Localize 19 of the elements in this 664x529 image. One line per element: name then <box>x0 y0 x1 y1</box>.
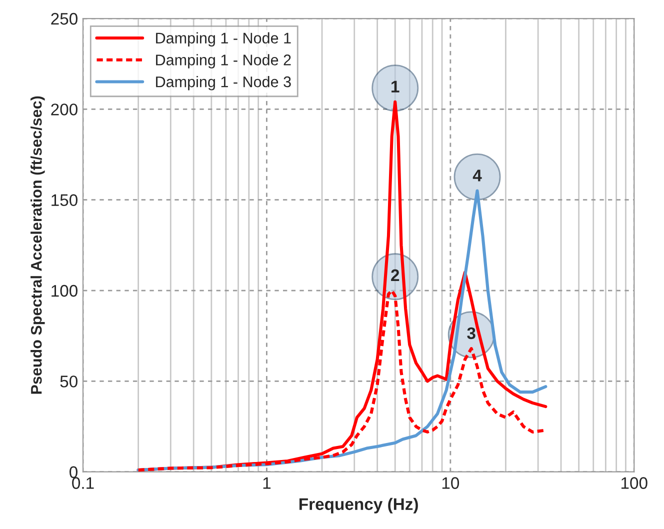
x-tick-label: 100 <box>621 477 648 489</box>
x-tick-label: 1 <box>263 477 271 489</box>
legend-label: Damping 1 - Node 2 <box>156 54 291 68</box>
legend-label: Damping 1 - Node 1 <box>156 32 291 47</box>
y-tick-label: 150 <box>52 194 78 206</box>
y-tick-label: 250 <box>51 12 78 25</box>
annotation: 3 <box>467 327 476 340</box>
y-tick-label: 0 <box>70 466 78 478</box>
annotation: 2 <box>391 269 400 281</box>
y-tick-label: 50 <box>60 376 78 388</box>
x-tick-label: 10 <box>442 477 460 489</box>
y-tick-label: 200 <box>51 104 78 116</box>
y-axis-title: Pseudo Spectral Acceleration (ft/sec/sec) <box>30 96 45 394</box>
legend-label: Damping 1 - Node 3 <box>156 76 291 90</box>
y-tick-label: 100 <box>52 284 78 297</box>
x-axis-title: Frequency (Hz) <box>299 498 418 514</box>
x-tick-label: 0.1 <box>72 477 94 489</box>
annotation: 4 <box>472 170 482 182</box>
annotation: 1 <box>392 80 400 92</box>
